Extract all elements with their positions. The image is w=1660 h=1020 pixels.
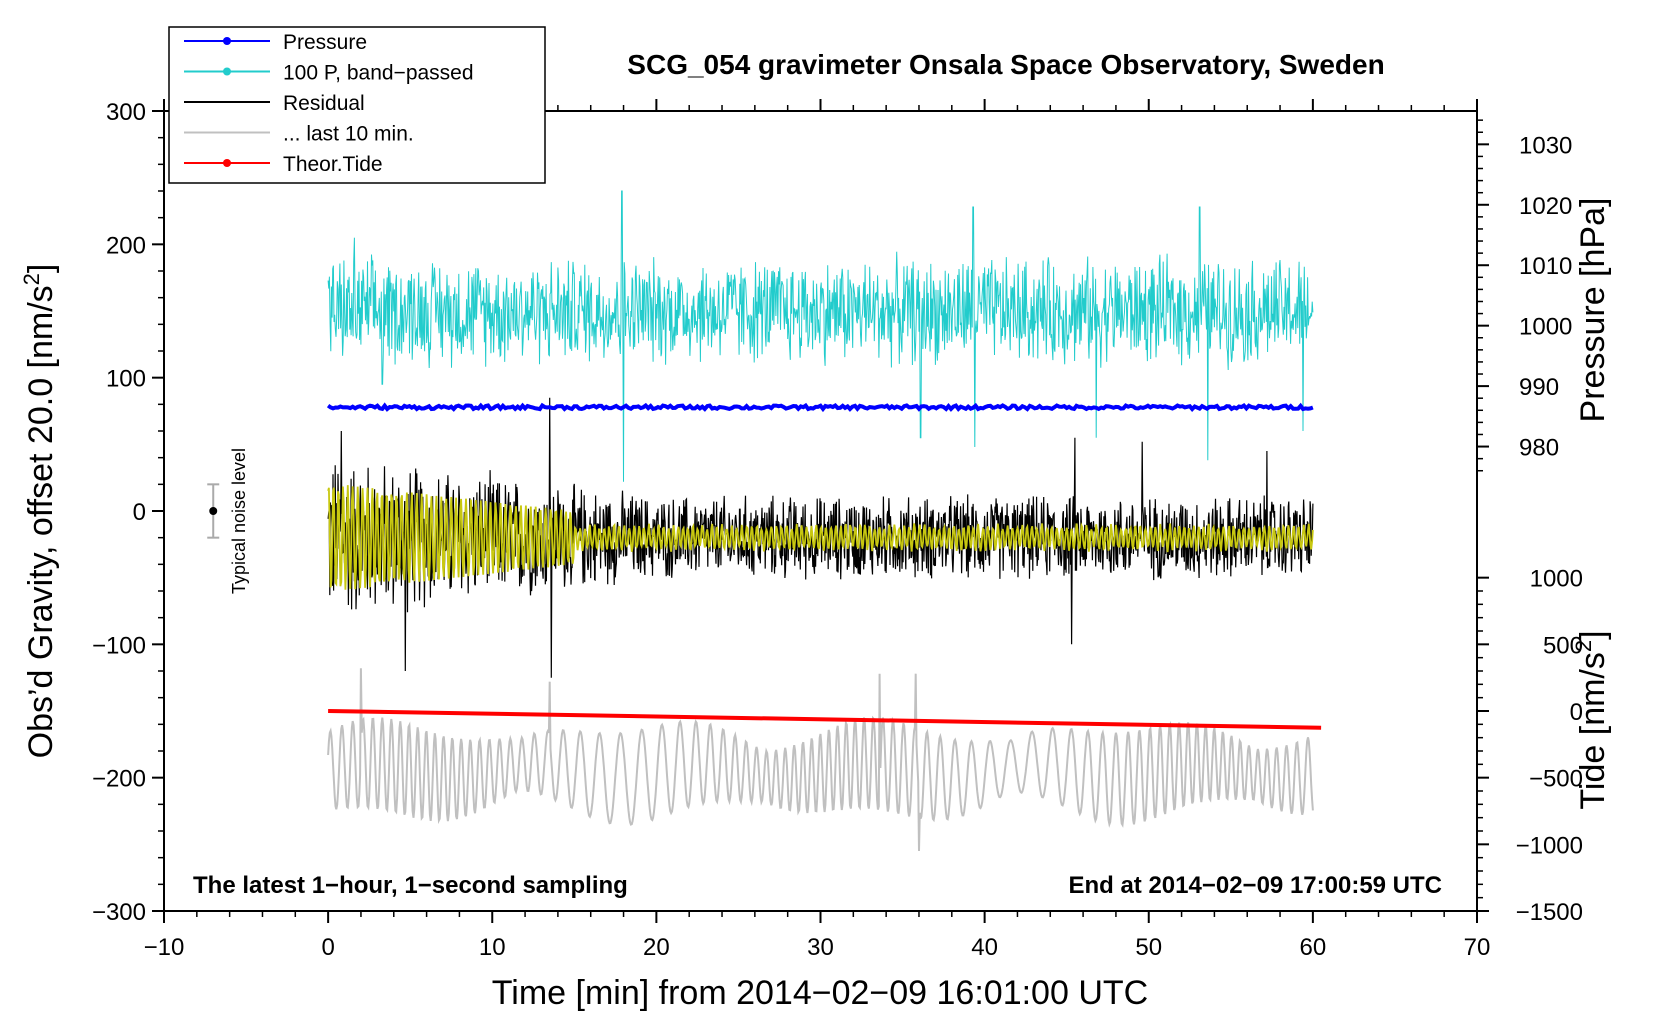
x-tick-label: 10	[479, 934, 506, 961]
y-tick-label: −200	[92, 766, 146, 793]
tide-tick-label: −1500	[1516, 899, 1583, 926]
noise-label: Typical noise level	[229, 448, 249, 594]
legend-label: Theor.Tide	[283, 153, 383, 176]
x-tick-label: 0	[321, 934, 334, 961]
series-residual-smoothed	[327, 485, 1314, 590]
x-tick-label: −10	[144, 934, 185, 961]
annotation-end-time: End at 2014−02−09 17:00:59 UTC	[1068, 872, 1442, 899]
tide-tick-label: −500	[1529, 766, 1583, 793]
series-theor-tide	[328, 709, 1322, 730]
pressure-axis-title: Pressure [hPa]	[1574, 198, 1612, 423]
legend-label: 100 P, band−passed	[283, 62, 474, 85]
legend-marker	[223, 159, 231, 167]
x-tick-label: 40	[971, 934, 998, 961]
pressure-tick-label: 990	[1519, 374, 1559, 401]
series-pressure	[326, 402, 1314, 413]
tide-axis-title-main: Tide [nm/s	[1574, 652, 1612, 809]
noise-bar-dot	[209, 507, 218, 515]
series-layer	[326, 190, 1322, 852]
chart-title: SCG_054 gravimeter Onsala Space Observat…	[627, 49, 1384, 80]
y-tick-label: −300	[92, 899, 146, 926]
tide-tick-label: −1000	[1516, 832, 1583, 859]
y-axis-title-tail: ]	[22, 264, 60, 273]
annotation-sampling: The latest 1−hour, 1−second sampling	[193, 872, 628, 899]
x-tick-label: 50	[1135, 934, 1162, 961]
tide-axis-title-tail: ]	[1574, 630, 1612, 639]
y-tick-label: 200	[106, 232, 146, 259]
legend-marker	[223, 37, 231, 45]
y-tick-label: −100	[92, 632, 146, 659]
legend: Pressure 100 P, band−passed Residual ... la…	[168, 26, 546, 184]
y-tick-label: 0	[133, 499, 146, 526]
pressure-tick-label: 1010	[1519, 253, 1572, 280]
legend-label: ... last 10 min.	[283, 123, 414, 146]
tide-tick-label: 0	[1570, 699, 1583, 726]
pressure-tick-label: 1030	[1519, 132, 1572, 159]
x-tick-label: 60	[1300, 934, 1327, 961]
legend-box	[168, 26, 546, 184]
tide-axis-title-sup: 2	[1571, 640, 1596, 652]
tick-layer: −10 0 10 20 30 40 50 60 70−300−200−1000100200300…	[92, 99, 1583, 961]
legend-marker	[223, 67, 231, 76]
tide-tick-label: 1000	[1530, 566, 1583, 593]
tide-axis-title: Tide [nm/s2]	[1571, 630, 1612, 809]
pressure-tick-label: 1000	[1519, 314, 1572, 341]
series-band-passed	[327, 190, 1314, 482]
legend-label: Pressure	[283, 31, 367, 54]
y-axis-title: Obs’d Gravity, offset 20.0 [nm/s2]	[19, 264, 60, 759]
series-last-10-min	[327, 668, 1314, 852]
y-tick-label: 100	[106, 366, 146, 393]
pressure-tick-label: 980	[1519, 435, 1559, 462]
x-tick-label: 70	[1464, 934, 1491, 961]
y-tick-label: 300	[106, 99, 146, 126]
legend-label: Residual	[283, 92, 365, 115]
noise-level-indicator: Typical noise level	[207, 448, 249, 594]
tide-tick-label: 500	[1543, 632, 1583, 659]
x-axis-title: Time [min] from 2014−02−09 16:01:00 UTC	[492, 974, 1148, 1012]
pressure-tick-label: 1020	[1519, 193, 1572, 220]
x-tick-label: 30	[807, 934, 834, 961]
y-axis-title-sup: 2	[19, 273, 44, 285]
y-axis-title-main: Obs’d Gravity, offset 20.0 [nm/s	[22, 285, 60, 758]
x-tick-label: 20	[643, 934, 670, 961]
